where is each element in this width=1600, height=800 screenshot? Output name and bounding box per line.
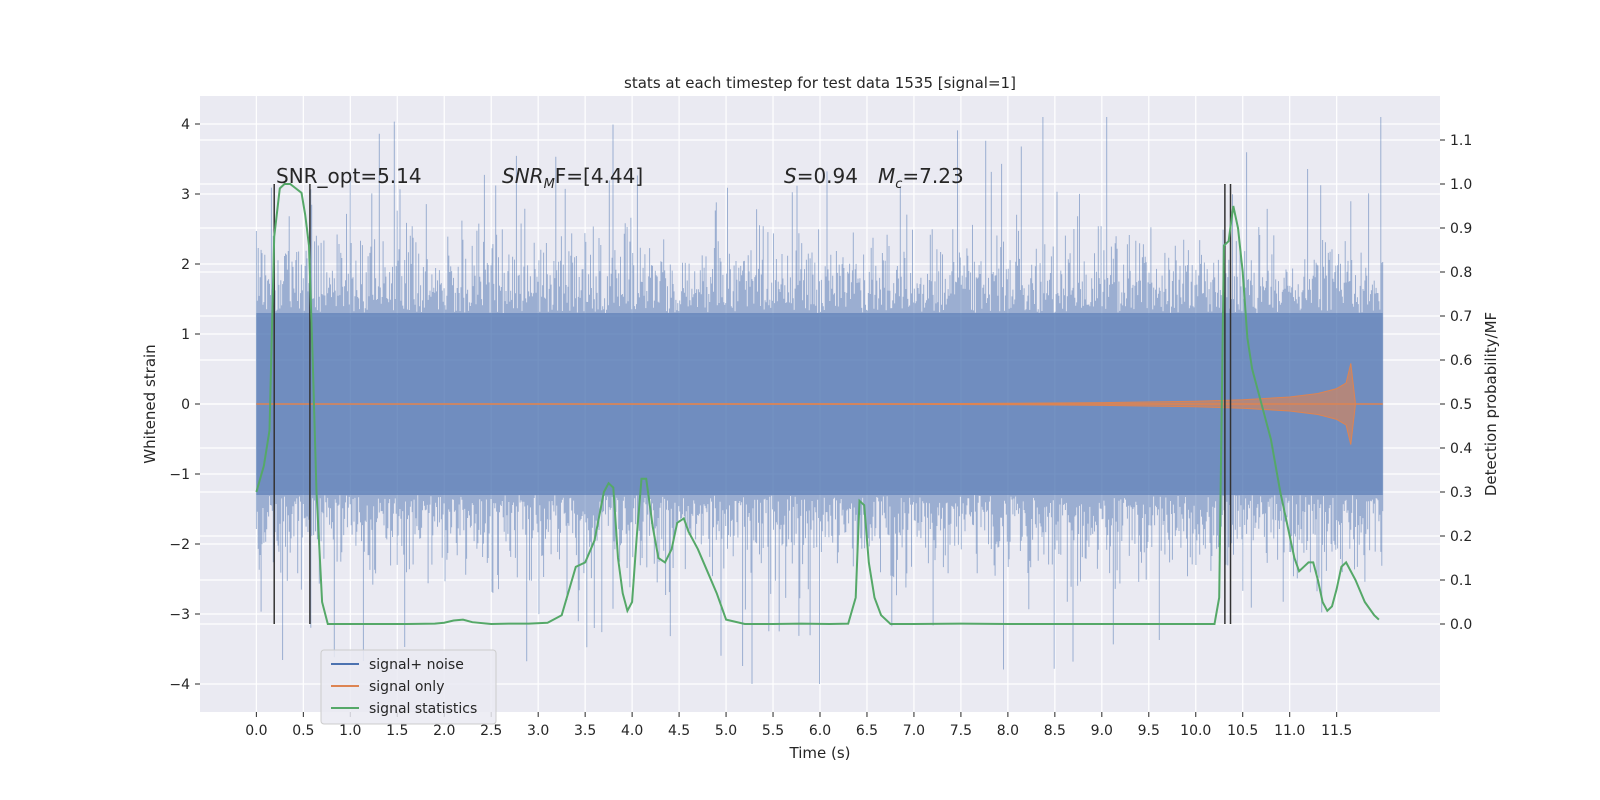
signal-statistics-line — [255, 183, 1380, 626]
y-tick-label: −4 — [169, 677, 190, 693]
annotation-snr-mf-sub: M — [544, 177, 555, 192]
y-right-tick-label: 1.1 — [1450, 133, 1472, 149]
x-tick-label: 3.0 — [527, 723, 549, 739]
y-axis-label: Whitened strain — [141, 344, 159, 463]
annotation-snr-mf-suffix: F=[4.44] — [555, 164, 643, 188]
annotation-snr-mf: SNRMF=[4.44] — [502, 164, 643, 192]
y-right-axis-label: Detection probability/MF — [1482, 312, 1500, 496]
legend: signal+ noise signal only signal statist… — [320, 649, 497, 725]
x-tick-label: 4.5 — [668, 723, 690, 739]
y-tick-label: 4 — [181, 117, 190, 133]
x-tick-label: 4.0 — [621, 723, 643, 739]
x-tick-label: 0.0 — [245, 723, 267, 739]
y-tick-label: −2 — [169, 537, 190, 553]
y-tick-label: −3 — [169, 607, 190, 623]
annotation-snr-mf-prefix: SNR — [502, 164, 544, 188]
x-tick-label: 5.5 — [762, 723, 784, 739]
x-tick-label: 8.0 — [997, 723, 1019, 739]
y-right-tick-label: 0.1 — [1450, 573, 1472, 589]
annotation-mc: Mc=7.23 — [878, 164, 964, 192]
y-right-tick-label: 0.5 — [1450, 397, 1472, 413]
legend-label-signal-noise: signal+ noise — [369, 657, 464, 673]
y-right-tick-label: 0.2 — [1450, 529, 1472, 545]
y-tick-label: 2 — [181, 257, 190, 273]
legend-label-signal-only: signal only — [369, 679, 444, 695]
x-tick-label: 1.5 — [386, 723, 408, 739]
x-tick-label: 9.0 — [1091, 723, 1113, 739]
annotation-s-value: =0.94 — [797, 164, 858, 188]
axis-ticks: 0.0 0.5 1.0 1.5 2.0 2.5 3.0 3.5 4.0 4.5 5.0 5.5 6.0 6… — [169, 117, 1472, 739]
x-tick-label: 11.0 — [1274, 723, 1305, 739]
x-tick-label: 10.5 — [1227, 723, 1258, 739]
x-tick-label: 8.5 — [1044, 723, 1066, 739]
y-right-tick-label: 0.9 — [1450, 221, 1472, 237]
x-tick-label: 5.0 — [715, 723, 737, 739]
x-tick-label: 2.0 — [433, 723, 455, 739]
y-tick-label: 3 — [181, 187, 190, 203]
y-right-tick-label: 0.0 — [1450, 617, 1472, 633]
y-right-tick-label: 1.0 — [1450, 177, 1472, 193]
x-tick-label: 7.0 — [903, 723, 925, 739]
y-right-tick-label: 0.8 — [1450, 265, 1472, 281]
x-tick-label: 6.5 — [856, 723, 878, 739]
x-tick-label: 0.5 — [292, 723, 314, 739]
y-tick-label: 1 — [181, 327, 190, 343]
x-tick-label: 9.5 — [1138, 723, 1160, 739]
x-tick-label: 11.5 — [1321, 723, 1352, 739]
annotation-s-symbol: S — [784, 164, 797, 188]
annotation-s: S=0.94 — [784, 164, 858, 188]
y-tick-label: −1 — [169, 467, 190, 483]
y-right-tick-label: 0.7 — [1450, 309, 1472, 325]
legend-box — [320, 649, 497, 725]
series-signal-only — [256, 363, 1383, 445]
y-tick-label: 0 — [181, 397, 190, 413]
x-axis-label: Time (s) — [789, 744, 851, 762]
x-tick-label: 10.0 — [1180, 723, 1211, 739]
annotation-snr-opt: SNR_opt=5.14 — [276, 164, 422, 188]
y-right-tick-label: 0.6 — [1450, 353, 1472, 369]
x-tick-label: 7.5 — [950, 723, 972, 739]
annotation-mc-value: =7.23 — [902, 164, 963, 188]
annotation-mc-sub: c — [895, 177, 902, 192]
x-tick-label: 1.0 — [339, 723, 361, 739]
series-signal-statistics — [255, 183, 1380, 626]
legend-label-signal-statistics: signal statistics — [369, 701, 477, 717]
annotation-mc-symbol: M — [878, 164, 895, 188]
x-tick-label: 3.5 — [574, 723, 596, 739]
y-right-tick-label: 0.3 — [1450, 485, 1472, 501]
x-tick-label: 6.0 — [809, 723, 831, 739]
x-tick-label: 2.5 — [480, 723, 502, 739]
y-right-tick-label: 0.4 — [1450, 441, 1472, 457]
chart-title: stats at each timestep for test data 153… — [624, 74, 1016, 92]
